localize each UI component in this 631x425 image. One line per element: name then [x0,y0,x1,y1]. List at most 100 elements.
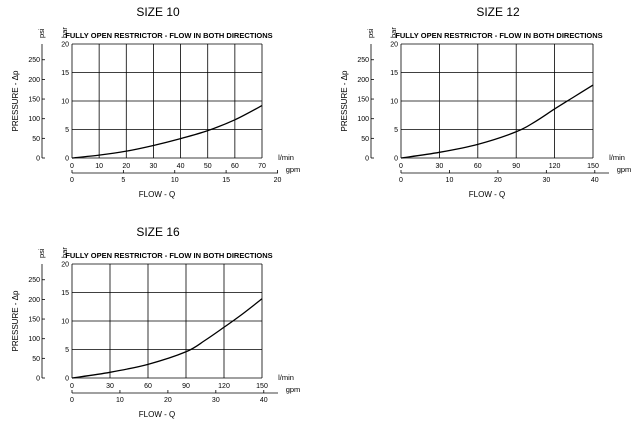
y-tick-label-psi: 150 [28,97,40,104]
y-tick-label-psi: 0 [36,156,40,163]
y-tick-label-bar: 15 [61,290,69,297]
y-tick-label-bar: 20 [390,42,398,49]
y-tick-label-psi: 0 [36,376,40,383]
x-unit-lmin: l/min [609,153,625,162]
grid [71,43,263,159]
y-axis-label: PRESSURE - Δp [11,70,20,131]
x-axis-label: FLOW - Q [139,190,175,199]
x-tick-label-gpm: 30 [542,177,550,184]
y-tick-label-psi: 200 [28,77,40,84]
x-axis-label: FLOW - Q [469,190,505,199]
y-tick-label-bar: 0 [394,156,398,163]
x-tick-label-lmin: 60 [474,163,482,170]
x-tick-label-gpm: 5 [121,177,125,184]
y-tick-label-psi: 100 [28,116,40,123]
y-tick-label-bar: 5 [65,127,69,134]
y-tick-label-psi: 200 [28,297,40,304]
annotation-background [84,30,250,41]
chart-title: SIZE 16 [136,225,180,239]
y-tick-label-bar: 20 [61,42,69,49]
y-tick-label-bar: 5 [65,347,69,354]
x-tick-label-gpm: 0 [399,177,403,184]
y-tick-label-psi: 250 [28,277,40,284]
x-unit-lmin: l/min [278,153,294,162]
y-unit-psi: psi [366,28,375,38]
x-tick-label-lmin: 90 [512,163,520,170]
chart-annotation: FULLY OPEN RESTRICTOR - FLOW IN BOTH DIR… [65,31,272,40]
x-unit-gpm: gpm [617,165,631,174]
x-tick-label-lmin: 90 [182,383,190,390]
x-tick-label-lmin: 40 [177,163,185,170]
series-line-0 [400,84,594,159]
chart-size-10: SIZE 10 FULLY OPEN RESTRICTOR - FLOW IN B… [11,5,300,199]
x-tick-label-lmin: 20 [122,163,130,170]
x-tick-label-lmin: 10 [95,163,103,170]
x-tick-label-lmin: 30 [436,163,444,170]
x-tick-label-lmin: 60 [231,163,239,170]
y-axis-label: PRESSURE - Δp [11,290,20,351]
annotation-background [84,250,250,261]
y-axis-label: PRESSURE - Δp [340,70,349,131]
x-tick-label-gpm: 0 [70,177,74,184]
chart-title: SIZE 10 [136,5,180,19]
y-tick-label-bar: 10 [390,99,398,106]
x-unit-gpm: gpm [286,385,301,394]
y-tick-label-bar: 15 [61,70,69,77]
x-unit-gpm: gpm [286,165,301,174]
x-tick-label-lmin: 70 [258,163,266,170]
y-unit-psi: psi [37,28,46,38]
x-tick-label-lmin: 120 [218,383,230,390]
x-tick-label-gpm: 20 [494,177,502,184]
x-tick-label-gpm: 10 [446,177,454,184]
y-tick-label-psi: 50 [32,136,40,143]
y-unit-bar: bar [60,247,69,258]
y-tick-label-psi: 250 [28,57,40,64]
x-tick-label-lmin: 150 [587,163,599,170]
x-tick-label-gpm: 30 [212,397,220,404]
x-tick-label-lmin: 0 [70,163,74,170]
y-unit-bar: bar [389,27,398,38]
x-tick-label-gpm: 20 [274,177,282,184]
series-line-0 [71,104,263,159]
y-tick-label-psi: 150 [357,97,369,104]
x-tick-label-lmin: 50 [204,163,212,170]
x-unit-lmin: l/min [278,373,294,382]
y-tick-label-bar: 10 [61,99,69,106]
x-axis-label: FLOW - Q [139,410,175,419]
x-tick-label-gpm: 0 [70,397,74,404]
x-tick-label-gpm: 40 [591,177,599,184]
y-tick-label-bar: 10 [61,319,69,326]
chart-annotation: FULLY OPEN RESTRICTOR - FLOW IN BOTH DIR… [65,251,272,260]
chart-size-12: SIZE 12 FULLY OPEN RESTRICTOR - FLOW IN B… [340,5,631,199]
y-tick-label-psi: 100 [28,336,40,343]
chart-title: SIZE 12 [476,5,520,19]
x-tick-label-lmin: 150 [256,383,268,390]
y-tick-label-psi: 50 [32,356,40,363]
chart-annotation: FULLY OPEN RESTRICTOR - FLOW IN BOTH DIR… [395,31,602,40]
y-tick-label-psi: 250 [357,57,369,64]
y-tick-label-bar: 0 [65,156,69,163]
x-tick-label-gpm: 40 [260,397,268,404]
grid [400,43,594,159]
x-tick-label-lmin: 0 [399,163,403,170]
annotation-background [413,30,581,41]
y-tick-label-psi: 150 [28,317,40,324]
y-tick-label-psi: 200 [357,77,369,84]
x-tick-label-gpm: 10 [116,397,124,404]
x-tick-label-lmin: 120 [549,163,561,170]
x-tick-label-gpm: 20 [164,397,172,404]
chart-size-16: SIZE 16 FULLY OPEN RESTRICTOR - FLOW IN B… [11,225,300,419]
x-tick-label-lmin: 0 [70,383,74,390]
x-tick-label-lmin: 60 [144,383,152,390]
y-tick-label-bar: 0 [65,376,69,383]
y-tick-label-bar: 20 [61,262,69,269]
y-tick-label-psi: 50 [361,136,369,143]
x-tick-label-lmin: 30 [106,383,114,390]
y-tick-label-psi: 0 [365,156,369,163]
x-tick-label-gpm: 15 [222,177,230,184]
y-tick-label-psi: 100 [357,116,369,123]
series-line-0 [71,298,263,379]
y-tick-label-bar: 15 [390,70,398,77]
grid [71,263,263,379]
